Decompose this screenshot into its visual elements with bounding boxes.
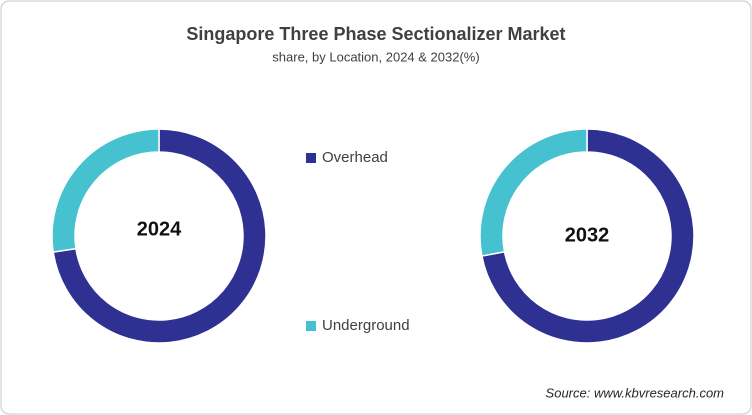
donut-segment <box>52 128 267 344</box>
source: Source: www.kbvresearch.com <box>546 385 725 400</box>
legend-swatch <box>306 321 316 331</box>
donut-segment <box>479 128 588 257</box>
legend-swatch <box>306 153 316 163</box>
donut-segment <box>51 128 160 253</box>
chart-subtitle: share, by Location, 2024 & 2032(%) <box>272 49 479 64</box>
legend-label: Overhead <box>322 149 388 166</box>
chart-title: Singapore Three Phase Sectionalizer Mark… <box>186 24 565 44</box>
center-label: 2024 <box>137 218 182 240</box>
legend-label: Underground <box>322 317 410 334</box>
donut-segment <box>481 128 695 344</box>
center-label: 2032 <box>565 224 610 246</box>
